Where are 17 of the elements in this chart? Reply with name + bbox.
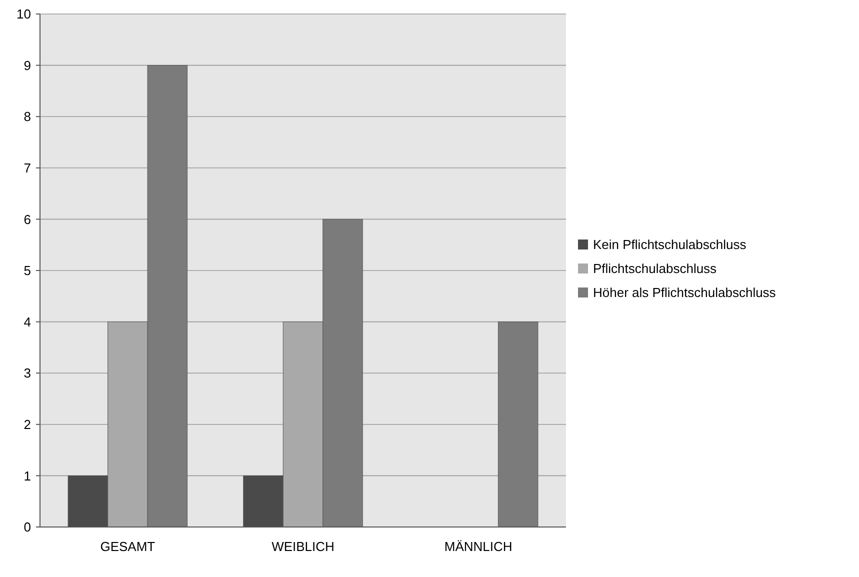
y-tick-label: 10 (16, 6, 31, 22)
y-tick-label: 9 (24, 58, 31, 73)
legend-label: Pflichtschulabschluss (593, 261, 718, 276)
legend-label: Kein Pflichtschulabschluss (593, 237, 747, 252)
x-tick-label: MÄNNLICH (444, 539, 512, 554)
y-tick-label: 7 (24, 160, 31, 176)
y-tick-label: 1 (24, 468, 31, 484)
x-tick-label: GESAMT (100, 539, 156, 554)
y-tick-label: 2 (24, 416, 31, 432)
y-tick-label: 5 (24, 263, 31, 278)
y-tick-label: 3 (24, 366, 31, 381)
y-tick-label: 8 (24, 109, 31, 124)
y-tick-label: 0 (24, 520, 31, 535)
legend-label: Höher als Pflichtschulabschluss (593, 285, 776, 300)
x-tick-label: WEIBLICH (272, 539, 334, 554)
y-tick-label: 4 (24, 314, 31, 330)
y-tick-label: 6 (24, 212, 31, 227)
